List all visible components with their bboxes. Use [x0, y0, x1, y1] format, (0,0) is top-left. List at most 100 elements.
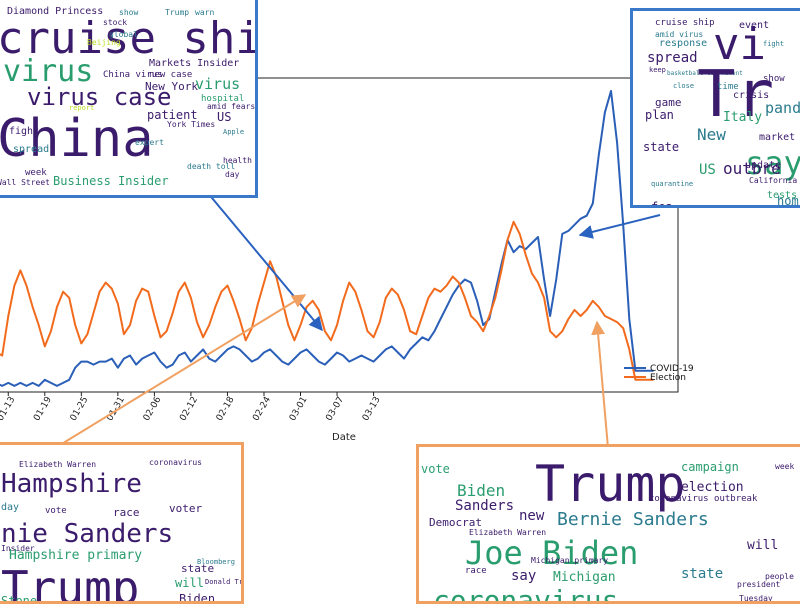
legend: COVID-19 Election [624, 364, 694, 383]
word-cloud-term: will [175, 576, 204, 590]
word-cloud-term: Beijing [87, 38, 121, 47]
word-cloud-term: Stone [1, 594, 38, 604]
word-cloud-term: Elizabeth Warren [19, 460, 97, 469]
word-cloud-term: response [659, 38, 708, 49]
x-tick-label: 01-19 [32, 395, 54, 423]
word-cloud-term: basketball tournament [667, 70, 743, 77]
x-tick-label: 01-25 [69, 395, 91, 423]
word-cloud-term: amid virus [655, 30, 704, 39]
word-cloud-term: virus [195, 75, 241, 93]
word-cloud-term: state [681, 566, 724, 582]
word-cloud-term: fight [9, 126, 40, 137]
word-cloud-term: close [673, 82, 695, 90]
word-cloud-term: campaign [681, 460, 739, 474]
word-cloud-term: Business Insider [53, 174, 169, 188]
word-cloud-term: Joe Biden [465, 534, 639, 572]
x-tick-label: 01-31 [105, 395, 127, 423]
word-cloud-term: Biden [457, 481, 506, 500]
callout-arrows [59, 179, 661, 449]
word-cloud-term: Italy [723, 110, 763, 125]
word-cloud-term: Trump [165, 8, 190, 17]
word-cloud-term: patient [147, 108, 198, 122]
x-tick-label: 03-01 [288, 395, 310, 423]
word-cloud-term: outbre [723, 159, 781, 178]
word-cloud-term: day [1, 502, 20, 513]
word-cloud-march-election: vote Trump campaign week Biden election corona… [416, 444, 800, 604]
word-cloud-term: Bernie Sanders [557, 509, 709, 530]
series-line-covid [0, 90, 654, 387]
word-cloud-term: week [775, 462, 795, 471]
word-cloud-term: hospital [201, 94, 245, 104]
word-cloud-term: tests positive [767, 190, 800, 201]
word-cloud-term: hom [777, 194, 799, 208]
word-cloud-term: day [225, 170, 240, 179]
word-cloud-term: president [737, 580, 781, 589]
word-cloud-term: patient [777, 204, 800, 208]
word-cloud-term: Michigan primary [531, 556, 609, 565]
word-cloud-term: Sanders [455, 498, 515, 514]
word-cloud-term: market [759, 132, 796, 143]
word-cloud-term: vi [713, 19, 766, 70]
word-cloud-term: New York [145, 80, 198, 93]
word-cloud-term: Biden [179, 592, 216, 604]
word-cloud-term: will [747, 538, 779, 553]
word-cloud-term: people [765, 572, 794, 581]
word-cloud-term: keep [649, 66, 666, 74]
x-tick-label: 03-13 [361, 395, 383, 423]
word-cloud-term: coronavirus outbreak [649, 494, 758, 504]
word-cloud-term: cruise ship [0, 13, 255, 64]
x-axis-label: Date [332, 432, 356, 443]
word-cloud-february-election: Elizabeth Warren coronavirus Hampshire day r… [0, 442, 244, 604]
word-cloud-term: quarantine [651, 180, 694, 188]
word-cloud-term: China [0, 109, 154, 169]
word-cloud-term: show [119, 8, 139, 17]
word-cloud-term: Democrat [429, 516, 482, 529]
word-cloud-term: stock [103, 18, 128, 27]
word-cloud-term: coronavirus [433, 584, 619, 604]
x-tick-label: 02-18 [215, 395, 237, 423]
word-cloud-term: say [745, 144, 800, 182]
word-cloud-term: event [739, 20, 770, 31]
word-cloud-term: China virus [103, 70, 163, 80]
word-cloud-term: vote [45, 506, 67, 516]
word-cloud-term: New [697, 125, 726, 144]
word-cloud-term: new [519, 508, 545, 524]
word-cloud-term: Hampshire primary [9, 548, 143, 563]
word-cloud-term: plan [645, 108, 674, 122]
word-cloud-term: Tr [697, 58, 775, 132]
plot-frame [0, 77, 679, 393]
arrow-february-election [59, 294, 307, 446]
word-cloud-term: Insider [1, 544, 35, 553]
word-cloud-term: update [745, 160, 782, 171]
word-cloud-term: fight [763, 40, 785, 48]
word-cloud-term: warn [195, 8, 215, 17]
word-cloud-term: Michigan [553, 570, 616, 585]
word-cloud-term: game [655, 96, 682, 109]
x-tick-label: 02-12 [178, 395, 200, 423]
word-cloud-term: Donald Trump [205, 578, 243, 586]
x-tick-label: 02-06 [142, 395, 164, 423]
word-cloud-term: York Times [167, 120, 216, 129]
word-cloud-term: coronavirus [149, 458, 202, 467]
word-cloud-term: Trump [1, 561, 140, 604]
word-cloud-term: Diamond Princess [7, 6, 104, 17]
x-axis-ticks: 01-13 01-19 01-25 01-31 02-06 02-12 02-18 02-24… [0, 392, 383, 423]
word-cloud-term: health [223, 156, 252, 165]
word-cloud-term: amid fears [207, 102, 256, 111]
word-cloud-term: US [699, 162, 716, 178]
word-cloud-term: California [749, 176, 798, 185]
arrow-march-election [591, 320, 609, 449]
word-cloud-term: crisis [733, 90, 770, 101]
word-cloud-term: spread [647, 50, 698, 66]
word-cloud-term: vote [421, 462, 450, 476]
word-cloud-term: death toll [187, 162, 236, 171]
word-cloud-term: say [511, 568, 537, 584]
series-line-election [0, 220, 654, 381]
word-cloud-term: fea [651, 200, 673, 208]
x-tick-label: 01-13 [0, 395, 17, 423]
word-cloud-term: voter [169, 502, 203, 515]
word-cloud-term: week [25, 168, 47, 178]
word-cloud-term: Hampshire [1, 469, 142, 499]
word-cloud-term: new case [149, 70, 193, 80]
